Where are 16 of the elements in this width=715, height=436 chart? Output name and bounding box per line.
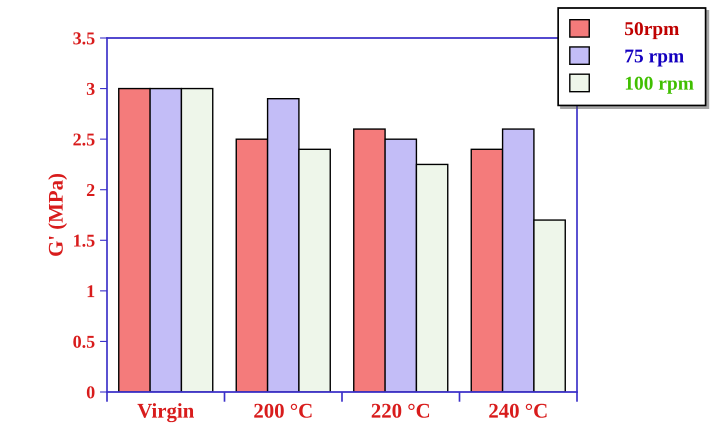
x-tick-label: Virgin xyxy=(137,403,194,422)
y-tick-label: 3.5 xyxy=(73,32,95,45)
y-tick-label: 2.5 xyxy=(73,133,95,146)
x-tick-label: 220 °C xyxy=(372,404,430,418)
x-tick-label: 240 °C xyxy=(489,404,547,418)
y-axis-title: G' (MPa) xyxy=(48,174,68,256)
y-tick-label: 1.5 xyxy=(74,234,95,247)
y-tick-label: 3 xyxy=(86,82,95,96)
legend-label: 100 rpm xyxy=(626,76,694,94)
legend-label: 75 rpm xyxy=(625,50,684,66)
y-tick-label: 2 xyxy=(86,184,94,196)
x-tick-label: 200 °C xyxy=(254,404,312,418)
y-tick-label: 0.5 xyxy=(73,336,95,348)
y-tick-label: 0 xyxy=(86,386,95,398)
legend-label: 50rpm xyxy=(625,22,680,40)
y-tick-label: 1 xyxy=(88,285,94,298)
